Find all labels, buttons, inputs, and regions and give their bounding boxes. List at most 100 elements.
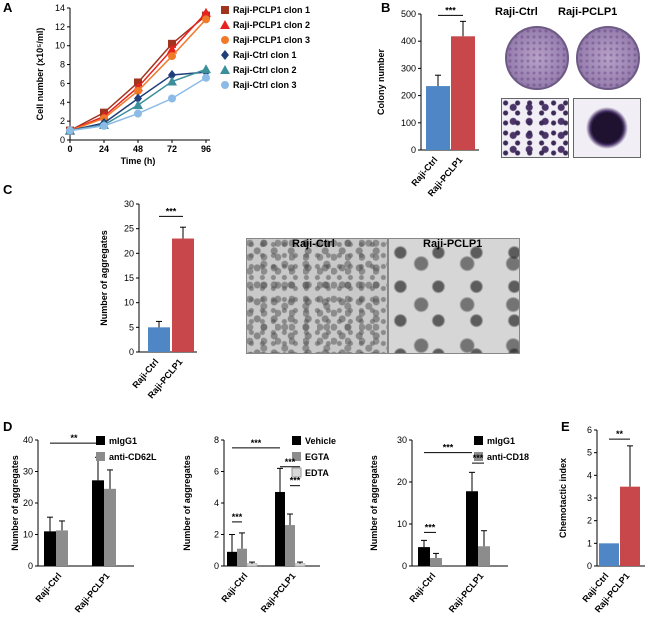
panel-letter-c: C [3, 182, 13, 197]
panel-d1-legend-swatch [96, 452, 105, 461]
panel-d1-y-tick-label: 10 [23, 530, 33, 540]
panel-d3-significance-label: *** [443, 443, 454, 453]
panel-c-y-tick-label: 25 [124, 224, 134, 234]
panel-e-y-tick-label: 4 [587, 470, 592, 480]
panel-d3-y-tick-label: 20 [397, 477, 407, 487]
panel-d1-y-label: Number of aggregates [10, 455, 20, 551]
panel-e-y-tick-label: 0 [587, 561, 592, 571]
panel-a-y-tick-label: 2 [60, 116, 65, 126]
panel-d2-category-label: Raji-Ctrl [219, 571, 249, 604]
panel-a-legend-label: Raji-Ctrl clon 3 [233, 80, 297, 90]
panel-a-legend-marker [220, 20, 230, 29]
colony-dish-pclp1 [576, 26, 640, 90]
panel-a-legend-label: Raji-PCLP1 clon 2 [233, 20, 310, 30]
panel-a-data-point [167, 76, 177, 86]
panel-d2-y-label: Number of aggregates [182, 455, 192, 551]
panel-d1-category-label: Raji-Ctrl [33, 571, 63, 604]
panel-e-significance-label: ** [616, 429, 624, 439]
panel-d3-category-label: Raji-Ctrl [407, 571, 437, 604]
panel-d2-category-label: Raji-PCLP1 [259, 571, 298, 615]
panel-d3-legend-label: anti-CD18 [487, 452, 529, 462]
panel-d3-category-label: Raji-PCLP1 [447, 571, 486, 615]
panel-e-y-tick-label: 5 [587, 448, 592, 458]
panel-d2-legend-swatch [291, 467, 302, 478]
panel-d3-y-tick-label: 30 [397, 435, 407, 445]
panel-d3-bar [466, 491, 478, 566]
panel-c-y-label: Number of aggregates [99, 230, 109, 326]
panel-d2-legend-swatch [292, 436, 301, 445]
panel-d2-legend-swatch [292, 452, 301, 461]
panel-d1-legend-label: mIgG1 [109, 436, 137, 446]
panel-d3-legend-swatch [474, 452, 483, 461]
panel-a-y-tick-label: 6 [60, 78, 65, 88]
panel-c-bar [172, 238, 194, 352]
panel-d2-significance-label: *** [290, 476, 301, 486]
panel-a-data-point [201, 7, 211, 17]
panel-b-y-tick-label: 400 [401, 36, 416, 46]
panel-c-ctrl-label: Raji-Ctrl [292, 238, 335, 250]
panel-d1-bar [56, 530, 68, 566]
panel-letter-e: E [561, 419, 570, 434]
panel-a-data-point [100, 121, 108, 130]
panel-e-y-tick-label: 2 [587, 516, 592, 526]
panel-d2-y-tick-label: 0 [214, 561, 219, 571]
panel-d3-significance-label: *** [473, 453, 484, 463]
panel-a-data-point [168, 69, 176, 80]
panel-d2-bar [246, 563, 258, 567]
panel-d3-bar [430, 558, 442, 566]
panel-d3-bar [418, 547, 430, 566]
panel-a-legend-label: Raji-PCLP1 clon 1 [233, 5, 310, 15]
panel-d3-y-label: Number of aggregates [369, 455, 379, 551]
panel-letter-d: D [3, 419, 12, 434]
panel-d1-significance-label: ** [70, 433, 78, 443]
panel-d3-legend-swatch [474, 436, 483, 445]
panel-d2-significance-label: *** [251, 438, 262, 448]
panel-a-data-point [134, 93, 142, 104]
panel-d2-bar [285, 525, 295, 566]
panel-a-y-tick-label: 14 [55, 3, 65, 13]
panel-d2-y-tick-label: 4 [214, 498, 219, 508]
panel-a-data-point [168, 39, 176, 48]
panel-a-x-tick-label: 48 [133, 144, 143, 154]
panel-b-y-tick-label: 100 [401, 118, 416, 128]
panel-d1-bar [92, 480, 104, 566]
panel-a-legend-marker [221, 81, 229, 89]
panel-d2-y-tick-label: 6 [214, 467, 219, 477]
panel-c-pclp1-label: Raji-PCLP1 [423, 238, 483, 250]
panel-d2-bar [237, 548, 247, 566]
panel-d3-bar [478, 546, 490, 566]
panel-c-y-tick-label: 20 [124, 248, 134, 258]
panel-b-ctrl-label: Raji-Ctrl [495, 6, 538, 18]
aggregate-micrograph-pclp1 [388, 238, 520, 354]
panel-d1-bar [104, 488, 116, 566]
panel-d2-bar [227, 551, 237, 566]
panel-a-y-tick-label: 8 [60, 60, 65, 70]
panel-e-bar [620, 486, 640, 566]
panel-a-legend-label: Raji-Ctrl clon 2 [233, 65, 297, 75]
panel-b-bar [426, 86, 450, 150]
panel-d2-y-tick-label: 8 [214, 435, 219, 445]
panel-a-legend-marker [221, 50, 229, 60]
panel-d3-legend-label: mIgG1 [487, 436, 515, 446]
panel-d3-y-tick-label: 0 [402, 561, 407, 571]
panel-a-legend-label: Raji-PCLP1 clon 3 [233, 35, 310, 45]
panel-b-significance-label: *** [445, 5, 456, 15]
panel-letter-a: A [3, 0, 13, 15]
panel-d2-legend-label: EDTA [305, 468, 329, 478]
panel-b-bar [451, 36, 475, 150]
panel-c-bar [148, 327, 170, 352]
panel-d2-significance-label: *** [232, 512, 243, 522]
panel-a-y-tick-label: 0 [60, 135, 65, 145]
panel-a-legend-marker [221, 6, 229, 14]
panel-d2-legend-label: Vehicle [305, 436, 336, 446]
panel-d1-y-tick-label: 20 [23, 498, 33, 508]
panel-e-bar [599, 543, 619, 566]
panel-e-y-tick-label: 3 [587, 493, 592, 503]
colony-micrograph-ctrl [501, 98, 569, 158]
panel-a-y-tick-label: 4 [60, 97, 65, 107]
panel-c-y-tick-label: 5 [129, 322, 134, 332]
panel-a-data-point [66, 126, 74, 135]
panel-a-y-tick-label: 10 [55, 41, 65, 51]
panel-a-data-point [168, 94, 176, 103]
panel-a-legend-label: Raji-Ctrl clon 1 [233, 50, 297, 60]
